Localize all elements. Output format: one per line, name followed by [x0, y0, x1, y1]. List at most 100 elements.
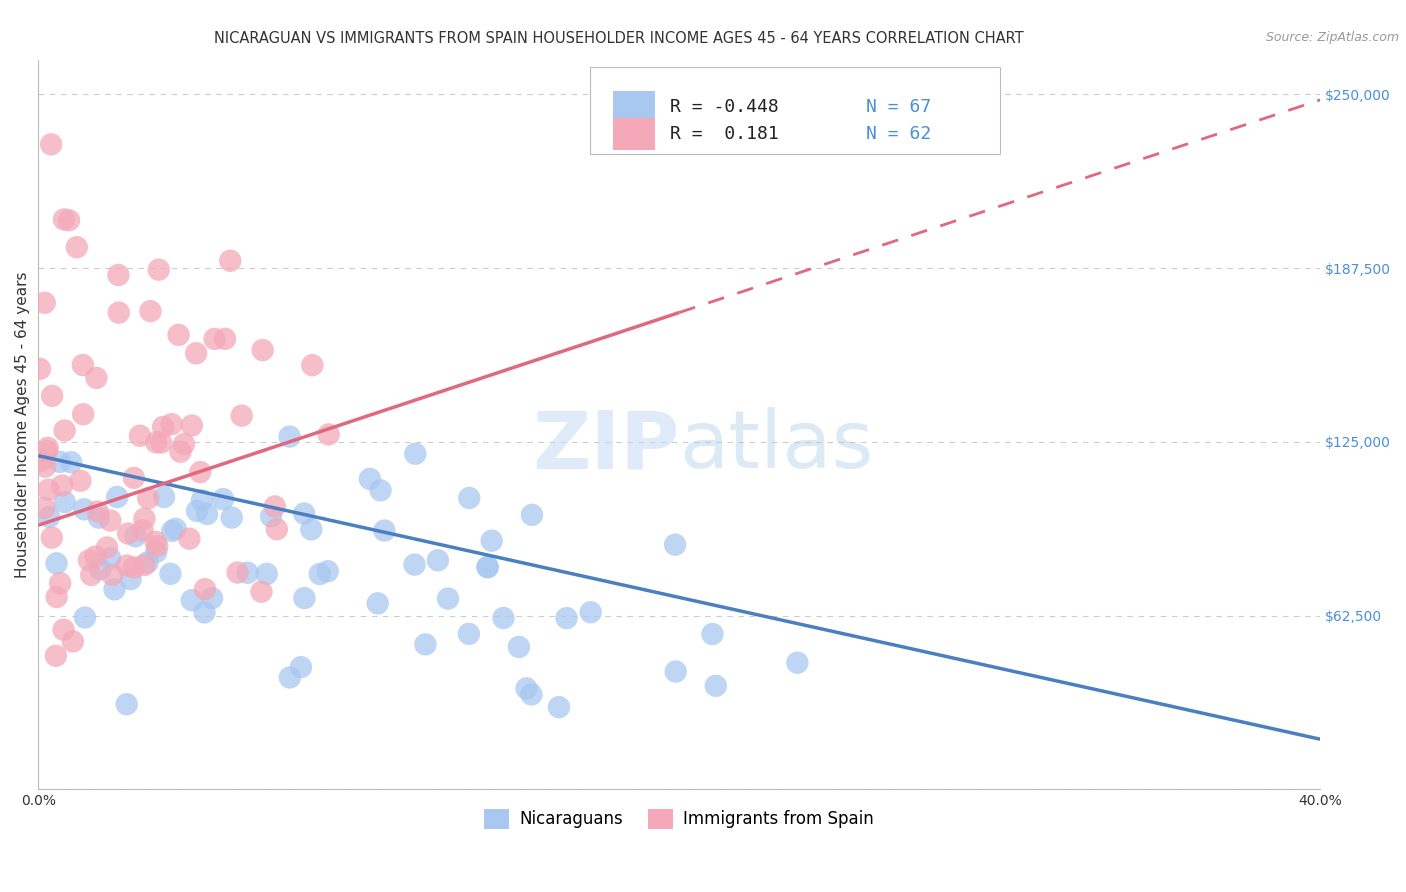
Point — [136, 491, 159, 506]
FancyBboxPatch shape — [589, 67, 1000, 154]
Point — [134, 558, 156, 572]
Point — [101, 567, 124, 582]
Point — [107, 306, 129, 320]
Point — [145, 534, 167, 549]
Text: Source: ZipAtlas.com: Source: ZipAtlas.com — [1265, 31, 1399, 45]
Point — [492, 611, 515, 625]
Point — [186, 504, 208, 518]
Point — [520, 688, 543, 702]
Point — [39, 137, 62, 152]
Point — [180, 593, 202, 607]
Point — [160, 417, 183, 432]
Point — [73, 502, 96, 516]
Point — [214, 332, 236, 346]
Point — [702, 627, 724, 641]
Point — [58, 213, 80, 227]
Point — [52, 212, 75, 227]
Point — [252, 343, 274, 357]
Point — [98, 514, 121, 528]
Point — [457, 627, 479, 641]
Point — [122, 560, 145, 574]
Point — [308, 567, 330, 582]
Point — [62, 634, 84, 648]
Point — [167, 327, 190, 342]
Text: N = 62: N = 62 — [866, 125, 932, 143]
Text: N = 67: N = 67 — [866, 98, 932, 116]
Point — [96, 541, 118, 555]
Point — [221, 510, 243, 524]
Point — [263, 500, 285, 514]
Bar — [613, 91, 655, 123]
Point — [665, 665, 688, 679]
Point — [664, 538, 686, 552]
Point — [49, 576, 72, 591]
Point — [150, 435, 173, 450]
Point — [555, 611, 578, 625]
Point — [103, 582, 125, 597]
Point — [115, 558, 138, 573]
Point — [266, 522, 288, 536]
Point — [129, 428, 152, 442]
Y-axis label: Householder Income Ages 45 - 64 years: Householder Income Ages 45 - 64 years — [15, 271, 30, 578]
Point — [236, 566, 259, 580]
Point — [437, 591, 460, 606]
Point — [481, 533, 503, 548]
Point — [318, 427, 340, 442]
Point — [260, 509, 283, 524]
Point — [38, 510, 60, 524]
Point — [404, 447, 426, 461]
Point — [219, 253, 242, 268]
Point — [28, 362, 51, 376]
Point — [41, 389, 63, 403]
Point — [86, 371, 108, 385]
Point — [73, 610, 96, 624]
Point — [45, 648, 67, 663]
Point — [292, 507, 315, 521]
Point — [204, 332, 226, 346]
Point — [146, 539, 169, 553]
Point — [120, 572, 142, 586]
Point — [359, 472, 381, 486]
Point — [165, 522, 187, 536]
Point — [188, 465, 211, 479]
Point — [160, 524, 183, 538]
Point — [34, 500, 56, 515]
Point — [278, 670, 301, 684]
Point — [173, 437, 195, 451]
Point — [41, 531, 63, 545]
Bar — [613, 118, 655, 150]
Point — [212, 492, 235, 507]
Point — [89, 562, 111, 576]
Point — [49, 455, 72, 469]
Point — [53, 495, 76, 509]
Point — [53, 424, 76, 438]
Point — [136, 555, 159, 569]
Point — [367, 596, 389, 610]
Point — [30, 454, 52, 468]
Point — [201, 591, 224, 606]
Point — [35, 444, 58, 458]
Point — [72, 358, 94, 372]
Point — [51, 478, 73, 492]
Point — [415, 637, 437, 651]
Point — [117, 526, 139, 541]
Point — [131, 523, 153, 537]
Point — [107, 268, 129, 282]
Point — [115, 697, 138, 711]
Text: ZIP: ZIP — [531, 408, 679, 485]
Point — [139, 304, 162, 318]
Point — [134, 511, 156, 525]
Point — [191, 493, 214, 508]
Point — [458, 491, 481, 505]
Point — [373, 524, 395, 538]
Point — [145, 435, 167, 450]
Point — [299, 523, 322, 537]
Point — [52, 623, 75, 637]
Point — [290, 660, 312, 674]
Point — [60, 455, 83, 469]
Text: atlas: atlas — [679, 408, 873, 485]
Point — [169, 444, 191, 458]
Legend: Nicaraguans, Immigrants from Spain: Nicaraguans, Immigrants from Spain — [478, 802, 880, 836]
Point — [45, 590, 67, 604]
Point — [77, 553, 100, 567]
